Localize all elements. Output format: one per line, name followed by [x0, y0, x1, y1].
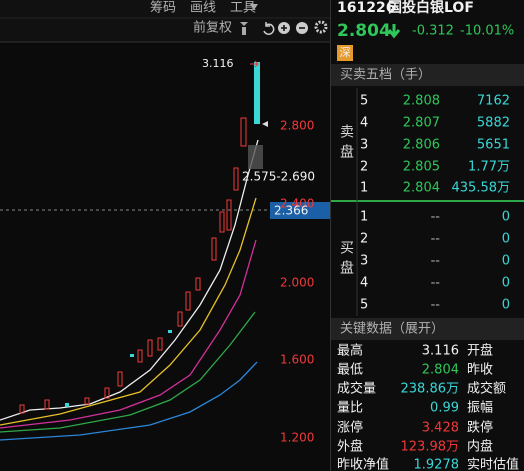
- book-volume: 0: [502, 298, 510, 313]
- key-value: 3.116: [422, 344, 459, 359]
- last-price: 2.804: [337, 21, 391, 41]
- section-header: [331, 64, 524, 86]
- book-level: 1: [360, 210, 368, 225]
- stock-name: 国投白银LOF: [388, 0, 474, 16]
- book-price: --: [431, 232, 441, 247]
- key-label: 量比: [337, 401, 363, 416]
- book-level: 2: [360, 232, 368, 247]
- price-change-pct: -10.01%: [460, 24, 514, 39]
- section-title: 关键数据（展开）: [340, 322, 444, 337]
- book-level: 4: [360, 276, 368, 291]
- key-value: 238.86万: [401, 382, 460, 397]
- key-label: 开盘: [467, 343, 493, 359]
- book-price: --: [431, 298, 441, 313]
- book-price: 2.806: [403, 138, 440, 153]
- section-title: 买卖五档（手）: [340, 68, 431, 83]
- book-volume: 0: [502, 210, 510, 225]
- key-label: 最低: [337, 363, 363, 378]
- dropdown-icon[interactable]: [250, 4, 258, 10]
- exchange: 深: [340, 46, 351, 59]
- book-volume: 0: [502, 254, 510, 269]
- book-price: 2.807: [403, 116, 440, 131]
- key-value: 1.9278: [414, 458, 460, 471]
- range-label: 2.575-2.690: [242, 170, 315, 184]
- price-label: 1.200: [280, 431, 314, 445]
- key-value: 2.804: [422, 363, 459, 378]
- book-level: 1: [360, 181, 368, 196]
- key-value: 3.428: [422, 421, 459, 436]
- key-label: 振幅: [467, 401, 493, 416]
- book-volume: 5882: [477, 116, 510, 131]
- key-label: 实时估值: [467, 457, 519, 471]
- settings-icon[interactable]: [314, 20, 328, 34]
- book-volume: 0: [502, 276, 510, 291]
- book-volume: 5651: [477, 138, 510, 153]
- key-label: 涨停: [337, 420, 363, 436]
- price-label: 2.800: [280, 119, 314, 133]
- key-label: 昨收净值: [337, 457, 389, 471]
- key-label: 外盘: [337, 439, 363, 455]
- book-price: 2.804: [403, 181, 440, 196]
- down-arrow: [387, 24, 401, 39]
- key-label: 最高: [337, 343, 363, 359]
- price-change: -0.312: [412, 24, 454, 39]
- book-volume: 0: [502, 232, 510, 247]
- key-label: 昨收: [467, 363, 493, 378]
- chart-area: [0, 42, 330, 471]
- price-tag: [270, 202, 331, 219]
- toolbar-item[interactable]: 筹码: [150, 0, 176, 16]
- toolbar-item[interactable]: 工具: [230, 1, 256, 16]
- book-price: 2.808: [403, 94, 440, 109]
- buy-label: 买盘: [338, 240, 354, 280]
- book-level: 5: [360, 298, 368, 313]
- ma-line: [0, 239, 257, 429]
- key-label: 内盘: [467, 439, 493, 455]
- book-price: 2.805: [403, 160, 440, 175]
- ma-line: [0, 139, 259, 421]
- price-label: 2.400: [280, 197, 314, 211]
- price-tag-label: 2.366: [274, 204, 308, 218]
- reset-icon[interactable]: [263, 22, 275, 35]
- book-level: 3: [360, 138, 368, 153]
- key-value: 123.98万: [401, 440, 460, 455]
- stock-code: 161226: [337, 0, 395, 16]
- range-box: [248, 145, 263, 169]
- book-volume: 7162: [477, 94, 510, 109]
- book-volume: 1.77万: [468, 160, 510, 175]
- zoom-in-glyph: [281, 25, 287, 31]
- high-arrow: [250, 60, 259, 68]
- candles: [19, 117, 247, 414]
- toolbar-adjust[interactable]: 前复权: [193, 20, 232, 36]
- ma-line: [0, 311, 256, 433]
- book-price: --: [431, 254, 441, 269]
- candles-down: [65, 62, 260, 407]
- last-marker: [262, 121, 268, 127]
- high-label: 3.116: [202, 57, 234, 70]
- book-price: --: [431, 210, 441, 225]
- book-level: 3: [360, 254, 368, 269]
- sell-label: 卖盘: [338, 124, 354, 164]
- ma-line: [0, 361, 258, 441]
- ma-line: [0, 197, 257, 426]
- price-label: 1.600: [280, 353, 314, 367]
- key-value: 0.99: [430, 401, 459, 416]
- section-header: [331, 318, 524, 340]
- exchange-badge: [337, 45, 353, 61]
- toolbar-item[interactable]: 画线: [190, 1, 216, 16]
- key-label: 成交额: [467, 381, 506, 397]
- book-level: 4: [360, 116, 368, 131]
- book-level: 5: [360, 94, 368, 109]
- book-volume: 435.58万: [452, 181, 511, 196]
- download-icon[interactable]: [240, 22, 248, 35]
- book-level: 2: [360, 160, 368, 175]
- key-label: 跌停: [467, 420, 493, 436]
- key-label: 成交量: [337, 381, 376, 397]
- book-price: --: [431, 276, 441, 291]
- price-label: 2.000: [280, 276, 314, 290]
